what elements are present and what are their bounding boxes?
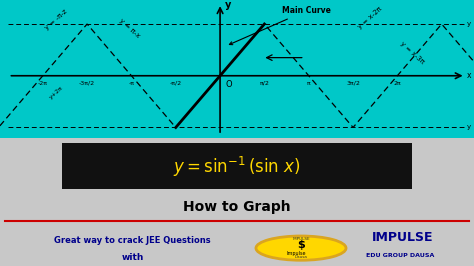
Text: -2π: -2π <box>38 81 48 86</box>
Text: π: π <box>307 81 310 86</box>
Text: y+2π: y+2π <box>48 85 64 100</box>
Text: 3π/2: 3π/2 <box>346 81 360 86</box>
Text: IMPULSE: IMPULSE <box>292 238 310 242</box>
Text: IMPULSE: IMPULSE <box>372 231 434 244</box>
Text: -π: -π <box>128 81 135 86</box>
Bar <box>62 143 412 189</box>
Text: How to Graph: How to Graph <box>183 200 291 214</box>
Text: $: $ <box>297 240 305 250</box>
Circle shape <box>256 236 346 260</box>
Text: 2π: 2π <box>393 81 401 86</box>
Text: with: with <box>121 252 144 261</box>
Text: y = x-3π: y = x-3π <box>399 40 425 65</box>
Text: x or: x or <box>467 70 474 80</box>
Text: y = -: y = - <box>467 124 474 131</box>
Text: EDU GROUP DAUSA: EDU GROUP DAUSA <box>366 253 435 258</box>
Text: y = -π-z: y = -π-z <box>44 8 69 31</box>
Text: $y = \sin^{-1}(\sin\, x)$: $y = \sin^{-1}(\sin\, x)$ <box>173 155 301 179</box>
Text: Main Curve: Main Curve <box>229 6 331 45</box>
Text: O: O <box>225 80 232 89</box>
Text: π/2: π/2 <box>259 81 269 86</box>
Text: -3π/2: -3π/2 <box>79 81 95 86</box>
Text: -π/2: -π/2 <box>170 81 182 86</box>
Text: Great way to crack JEE Questions: Great way to crack JEE Questions <box>55 236 211 245</box>
Text: Impulse: Impulse <box>286 251 306 256</box>
Text: y: y <box>225 0 231 10</box>
Text: Dausa: Dausa <box>294 255 308 259</box>
Text: y = π-x: y = π-x <box>118 17 141 39</box>
Text: y = π: y = π <box>467 21 474 27</box>
Text: y = x-2π: y = x-2π <box>356 6 383 30</box>
